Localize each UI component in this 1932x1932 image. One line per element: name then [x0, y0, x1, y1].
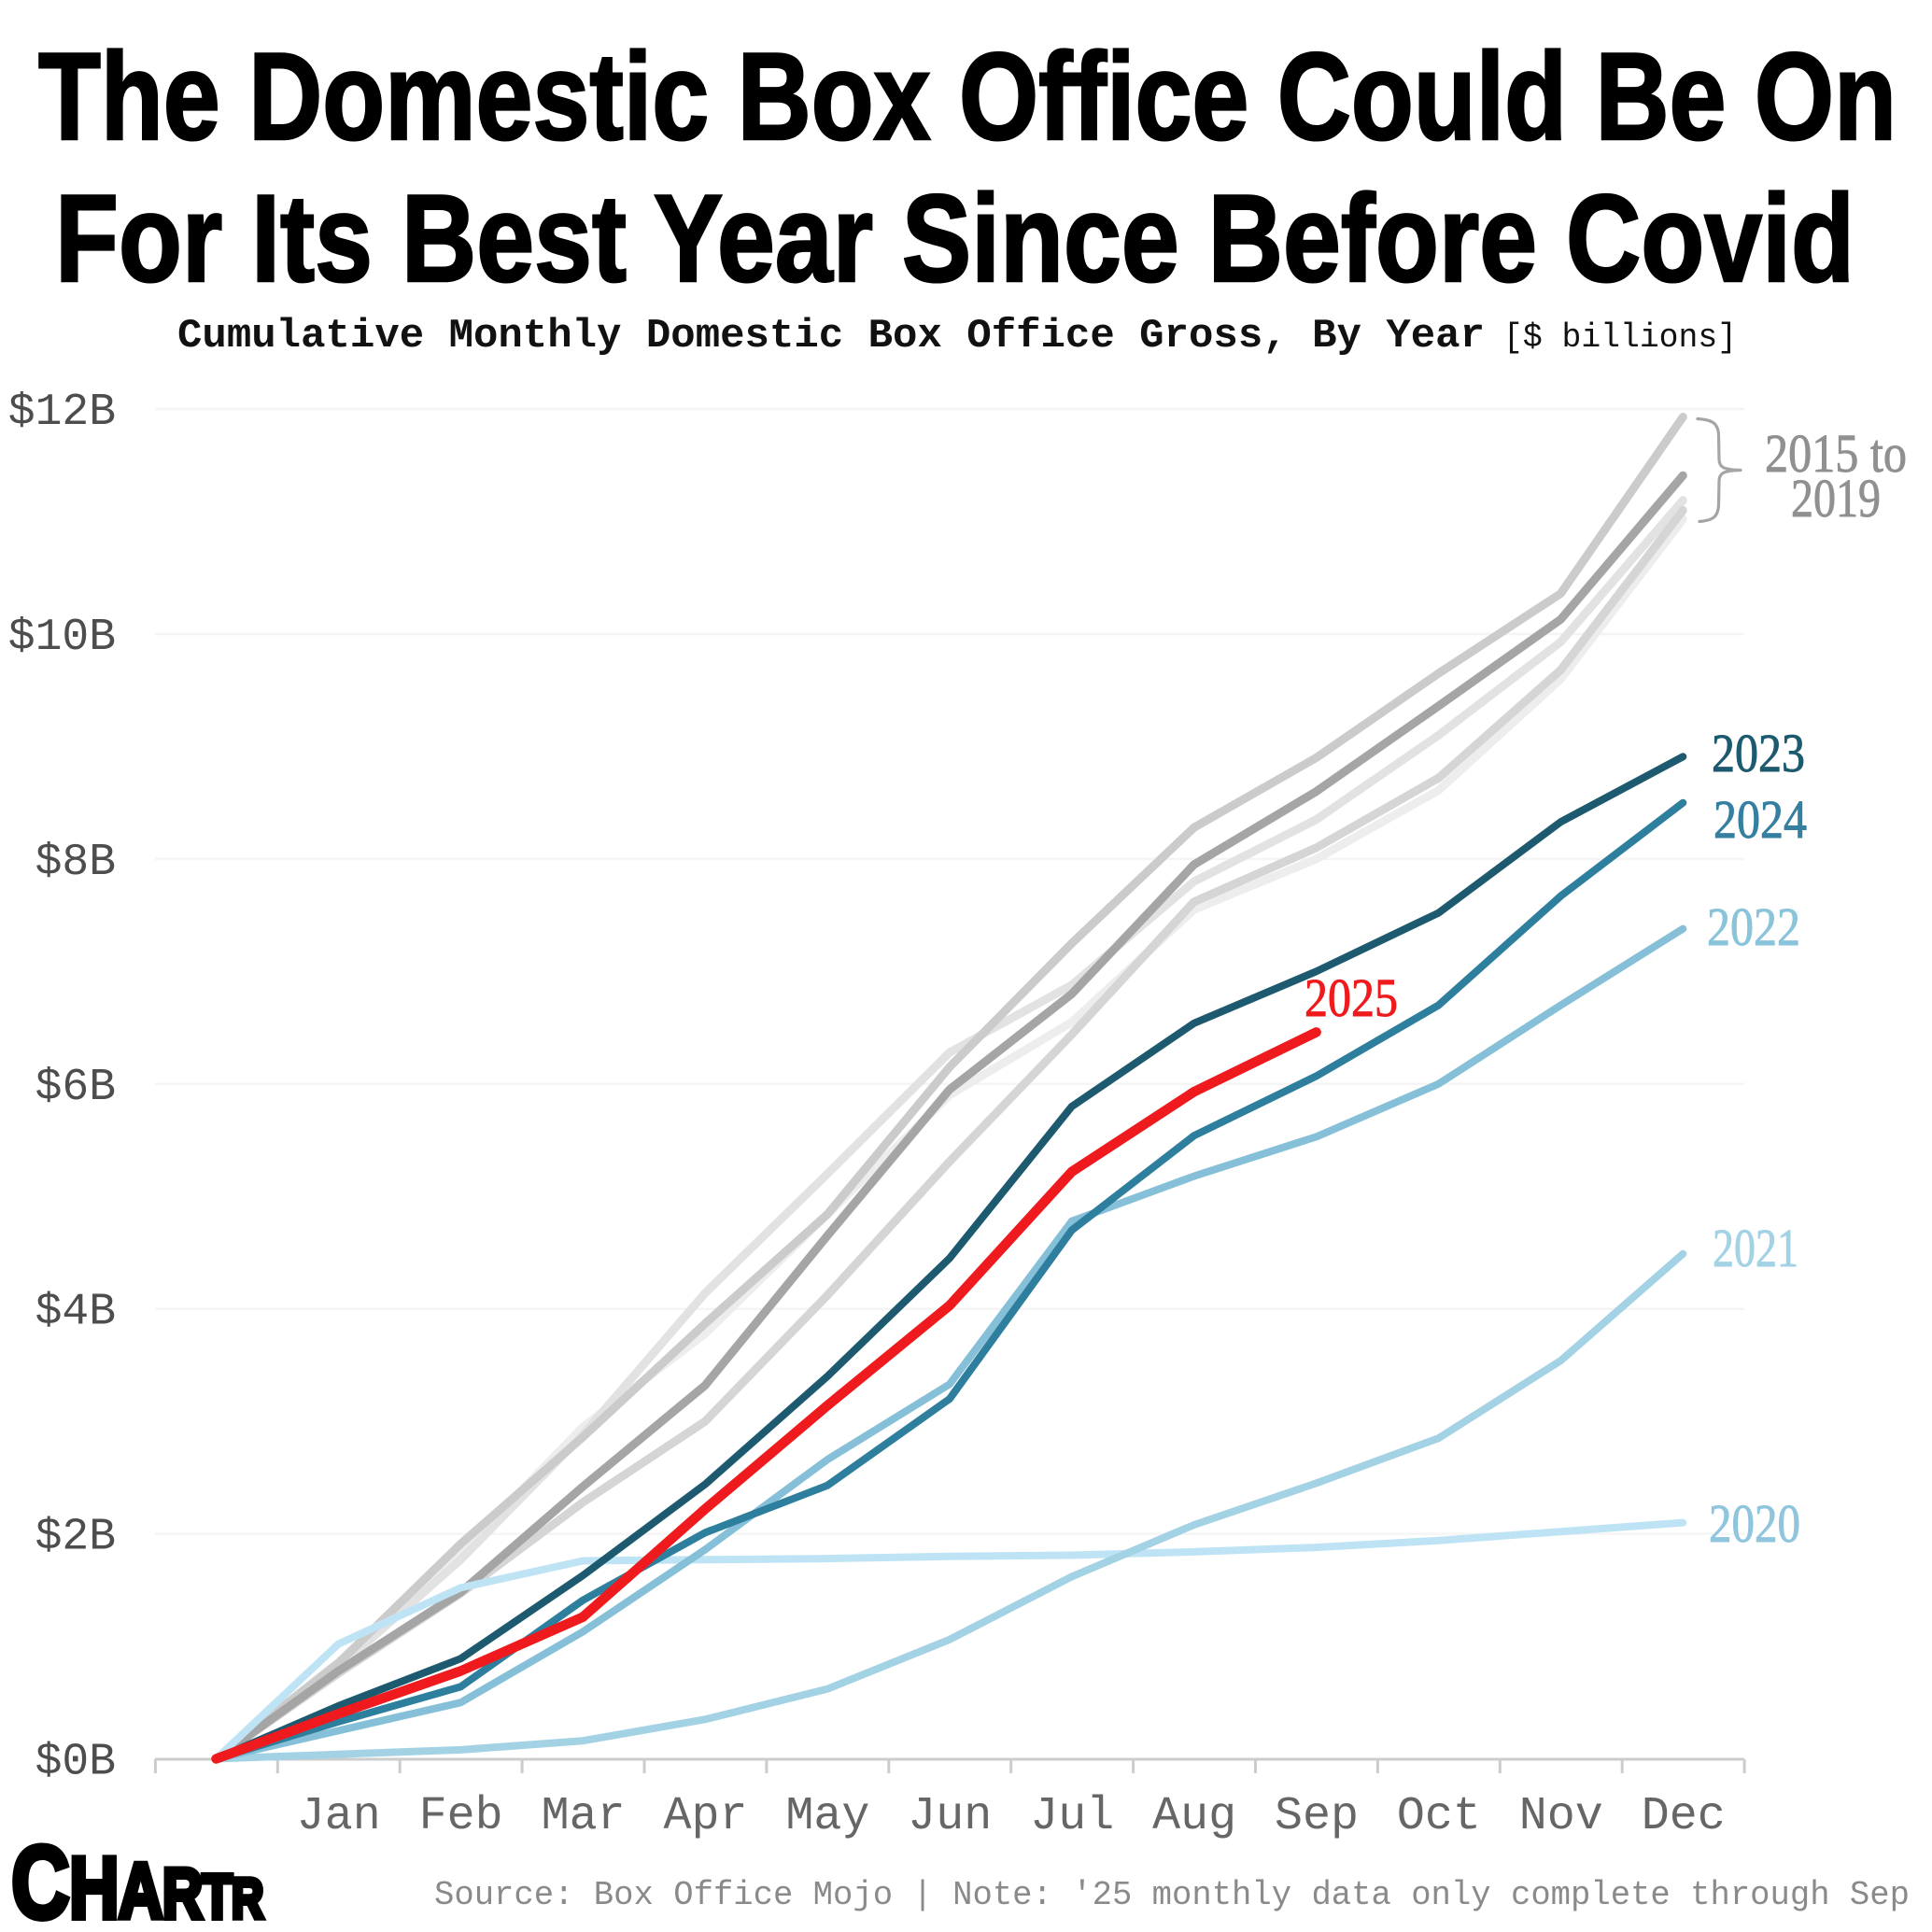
svg-text:$8B: $8B [35, 838, 116, 888]
svg-text:Source: Box Office Mojo | Note: Source: Box Office Mojo | Note: '25 mont… [434, 1876, 1910, 1914]
svg-text:2024: 2024 [1713, 789, 1807, 850]
svg-text:$12B: $12B [8, 388, 116, 438]
svg-text:Feb: Feb [419, 1790, 503, 1843]
svg-text:2020: 2020 [1709, 1493, 1800, 1554]
svg-text:For Its Best Year Since Before: For Its Best Year Since Before Covid [55, 170, 1854, 308]
svg-text:Cumulative Monthly Domestic Bo: Cumulative Monthly Domestic Box Office G… [177, 313, 1485, 360]
svg-text:$4B: $4B [35, 1288, 116, 1338]
svg-text:2021: 2021 [1713, 1218, 1798, 1278]
svg-text:May: May [785, 1790, 869, 1843]
svg-text:Mar: Mar [542, 1790, 626, 1843]
svg-text:$2B: $2B [35, 1513, 116, 1563]
svg-text:$6B: $6B [35, 1063, 116, 1113]
svg-text:Aug: Aug [1152, 1790, 1236, 1843]
svg-text:2023: 2023 [1712, 723, 1805, 783]
svg-text:Oct: Oct [1397, 1790, 1481, 1843]
svg-text:The Domestic Box Office Could: The Domestic Box Office Could Be On [38, 28, 1897, 166]
svg-text:2022: 2022 [1707, 896, 1800, 957]
svg-text:Nov: Nov [1519, 1790, 1603, 1843]
svg-text:2015 to: 2015 to [1765, 423, 1907, 484]
svg-text:Jun: Jun [908, 1790, 992, 1843]
svg-text:$0B: $0B [35, 1738, 116, 1788]
svg-text:CHARTR: CHARTR [11, 1826, 262, 1932]
svg-text:$10B: $10B [8, 613, 116, 663]
svg-text:Jan: Jan [297, 1790, 381, 1843]
svg-text:Jul: Jul [1030, 1790, 1114, 1843]
svg-text:2025: 2025 [1304, 967, 1398, 1028]
svg-text:Dec: Dec [1642, 1790, 1726, 1843]
svg-text:2019: 2019 [1791, 468, 1881, 529]
svg-text:Apr: Apr [663, 1790, 747, 1843]
svg-text:Sep: Sep [1275, 1790, 1359, 1843]
svg-text:[$ billions]: [$ billions] [1503, 318, 1737, 357]
